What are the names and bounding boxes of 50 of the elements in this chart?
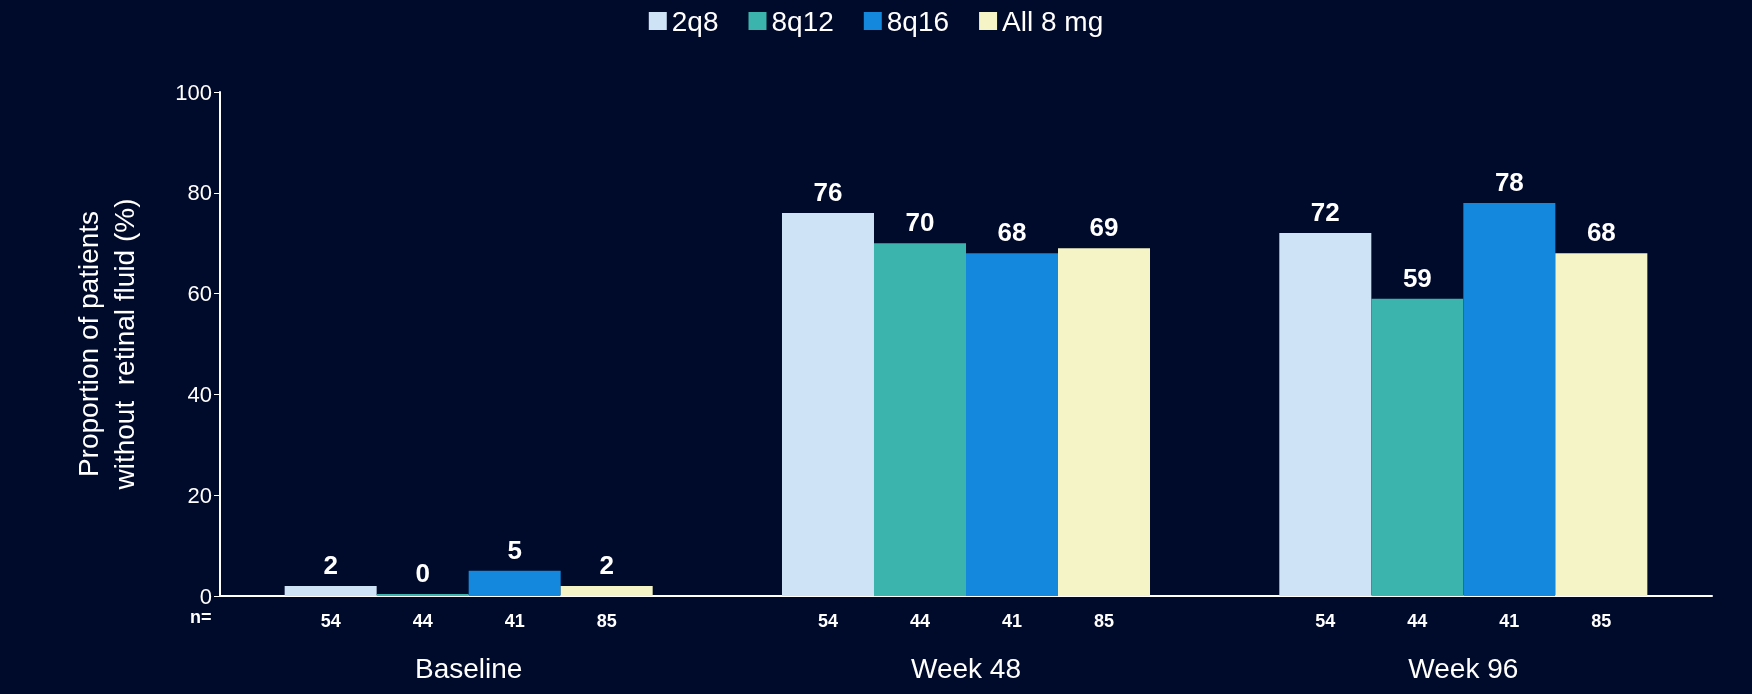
- y-tick-label: 60: [187, 281, 212, 307]
- data-label: 72: [1310, 197, 1340, 228]
- legend-label: All 8 mg: [1002, 5, 1104, 37]
- text: 41: [504, 611, 525, 631]
- bar: [873, 243, 966, 596]
- data-label: 68: [997, 217, 1027, 248]
- bar: [1371, 298, 1464, 596]
- y-tick-label: 100: [175, 79, 212, 105]
- data-label: 70: [905, 207, 935, 238]
- data-label: 76: [813, 176, 843, 207]
- x-tick-label: Baseline: [414, 652, 523, 684]
- text: 54: [817, 611, 839, 631]
- text: n=: [190, 607, 212, 627]
- text: 54: [320, 611, 341, 631]
- bar: [1279, 233, 1372, 596]
- bar: [560, 585, 653, 596]
- text: 85: [596, 611, 617, 631]
- text: 44: [412, 611, 433, 631]
- y-tick-label: 40: [187, 381, 212, 407]
- data-label: 0: [415, 558, 430, 588]
- bar: [1463, 202, 1556, 596]
- text: 44: [1407, 611, 1428, 631]
- y-tick-label: 20: [187, 482, 212, 508]
- bar: [781, 212, 874, 596]
- data-label: 59: [1402, 262, 1432, 293]
- text: 54: [1315, 611, 1336, 631]
- text: 44: [909, 611, 931, 631]
- y-tick-label: 80: [187, 180, 212, 206]
- text: 41: [1499, 611, 1520, 631]
- data-label: 78: [1494, 166, 1524, 197]
- legend-label: 8q16: [886, 5, 950, 37]
- text: 85: [1591, 611, 1612, 631]
- bar: [1058, 248, 1151, 596]
- data-label: 68: [1586, 217, 1616, 248]
- legend-label: 8q12: [771, 5, 834, 37]
- data-label: 2: [323, 549, 338, 580]
- y-axis-title: Proportion of patients without retinal fluid (%): [72, 198, 140, 491]
- y-tick-label: 0: [199, 583, 212, 609]
- text: 85: [1093, 611, 1115, 631]
- bar: [1555, 253, 1648, 596]
- data-label: 69: [1089, 212, 1119, 243]
- x-tick-label: Week 96: [1408, 652, 1519, 684]
- data-label: 2: [599, 549, 614, 580]
- text: 41: [1001, 611, 1023, 631]
- bar: [468, 570, 561, 596]
- bar: [966, 253, 1059, 596]
- legend-label: 2q8: [671, 5, 719, 37]
- x-tick-label: Week 48: [911, 652, 1021, 684]
- bar: [284, 585, 377, 596]
- data-label: 5: [507, 534, 522, 565]
